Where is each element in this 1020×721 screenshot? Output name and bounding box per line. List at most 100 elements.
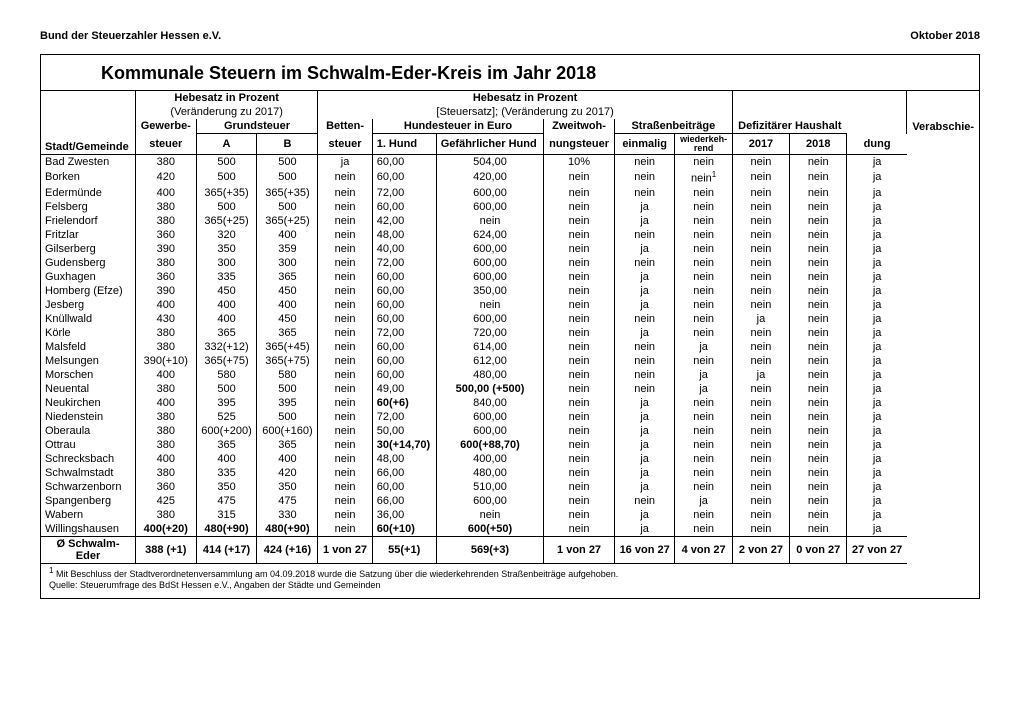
cell: 600,00 <box>436 186 544 200</box>
cell: 400(+20) <box>136 522 197 537</box>
cell: nein <box>790 284 847 298</box>
cell: ja <box>847 200 907 214</box>
cell: nein <box>544 410 615 424</box>
col-gewerbe-bot: steuer <box>136 134 197 155</box>
cell: Spangenberg <box>41 494 136 508</box>
cell: 365(+35) <box>257 186 318 200</box>
cell: ja <box>614 396 675 410</box>
cell: 365 <box>196 438 257 452</box>
cell: nein <box>544 256 615 270</box>
cell: nein <box>318 466 372 480</box>
cell: nein <box>614 340 675 354</box>
cell: nein <box>544 284 615 298</box>
cell: nein <box>790 340 847 354</box>
cell: ja <box>614 214 675 228</box>
table-row: Frielendorf380365(+25)365(+25)nein42,00n… <box>41 214 979 228</box>
cell: nein <box>790 155 847 170</box>
cell: 400 <box>136 396 197 410</box>
cell: 365 <box>257 270 318 284</box>
table-row: Jesberg400400400nein60,00neinneinjaneinn… <box>41 298 979 312</box>
table-row: Knüllwald430400450nein60,00600,00neinnei… <box>41 312 979 326</box>
cell: 380 <box>136 466 197 480</box>
cell: nein <box>675 522 732 537</box>
cell: nein <box>614 186 675 200</box>
col-2018: 2018 <box>790 134 847 155</box>
cell: ja <box>614 298 675 312</box>
cell: Schwarzenborn <box>41 480 136 494</box>
cell: Oberaula <box>41 424 136 438</box>
cell: Niedenstein <box>41 410 136 424</box>
cell: 380 <box>136 155 197 170</box>
cell: ja <box>847 424 907 438</box>
cell: nein <box>732 508 789 522</box>
cell: ja <box>614 326 675 340</box>
cell: ja <box>847 312 907 326</box>
cell: 380 <box>136 340 197 354</box>
cell: 60,00 <box>372 155 436 170</box>
cell: nein <box>675 228 732 242</box>
cell: 365(+25) <box>257 214 318 228</box>
table-row: Schwarzenborn360350350nein60,00510,00nei… <box>41 480 979 494</box>
cell: nein <box>790 480 847 494</box>
cell: nein <box>544 494 615 508</box>
cell: nein <box>544 326 615 340</box>
cell: nein <box>614 256 675 270</box>
cell: nein <box>732 466 789 480</box>
cell: Gilserberg <box>41 242 136 256</box>
cell: nein <box>732 155 789 170</box>
cell: nein <box>675 410 732 424</box>
cell: Gudensberg <box>41 256 136 270</box>
cell: 480,00 <box>436 368 544 382</box>
table-row: Felsberg380500500nein60,00600,00neinjane… <box>41 200 979 214</box>
cell: 365(+35) <box>196 186 257 200</box>
cell: 320 <box>196 228 257 242</box>
cell: nein <box>790 466 847 480</box>
cell: 580 <box>196 368 257 382</box>
cell: Schrecksbach <box>41 452 136 466</box>
cell: 400 <box>257 452 318 466</box>
cell: Morschen <box>41 368 136 382</box>
cell: nein <box>675 186 732 200</box>
cell: 360 <box>136 480 197 494</box>
cell: 500 <box>196 200 257 214</box>
table-row: Melsungen390(+10)365(+75)365(+75)nein60,… <box>41 354 979 368</box>
total-cell: 16 von 27 <box>614 536 675 563</box>
cell: 400 <box>257 228 318 242</box>
table-row: Schrecksbach400400400nein48,00400,00nein… <box>41 452 979 466</box>
cell: nein <box>790 242 847 256</box>
cell: 66,00 <box>372 494 436 508</box>
cell: 395 <box>257 396 318 410</box>
cell: Schwalmstadt <box>41 466 136 480</box>
cell: 49,00 <box>372 382 436 396</box>
cell: 60,00 <box>372 298 436 312</box>
cell: nein <box>318 340 372 354</box>
cell: 480,00 <box>436 466 544 480</box>
cell: nein <box>675 396 732 410</box>
total-cell: 55(+1) <box>372 536 436 563</box>
cell: 600,00 <box>436 256 544 270</box>
col-hund-gef: Gefährlicher Hund <box>436 134 544 155</box>
table-row: Gudensberg380300300nein72,00600,00neinne… <box>41 256 979 270</box>
cell: ja <box>614 452 675 466</box>
table-row: Gilserberg390350359nein40,00600,00neinja… <box>41 242 979 256</box>
cell: 335 <box>196 466 257 480</box>
cell: nein <box>732 214 789 228</box>
cell: 500 <box>257 200 318 214</box>
cell: nein <box>614 228 675 242</box>
cell: 60,00 <box>372 340 436 354</box>
cell: 365(+45) <box>257 340 318 354</box>
total-cell: 424 (+16) <box>257 536 318 563</box>
cell: 430 <box>136 312 197 326</box>
table-row: Morschen400580580nein60,00480,00neinnein… <box>41 368 979 382</box>
cell: nein <box>436 298 544 312</box>
page-title: Kommunale Steuern im Schwalm-Eder-Kreis … <box>41 55 979 90</box>
cell: 600,00 <box>436 312 544 326</box>
cell: 365 <box>257 326 318 340</box>
cell: Wabern <box>41 508 136 522</box>
cell: 475 <box>257 494 318 508</box>
cell: 350 <box>196 480 257 494</box>
cell: 350 <box>196 242 257 256</box>
cell: nein <box>790 494 847 508</box>
cell: 500 <box>257 155 318 170</box>
cell: Malsfeld <box>41 340 136 354</box>
